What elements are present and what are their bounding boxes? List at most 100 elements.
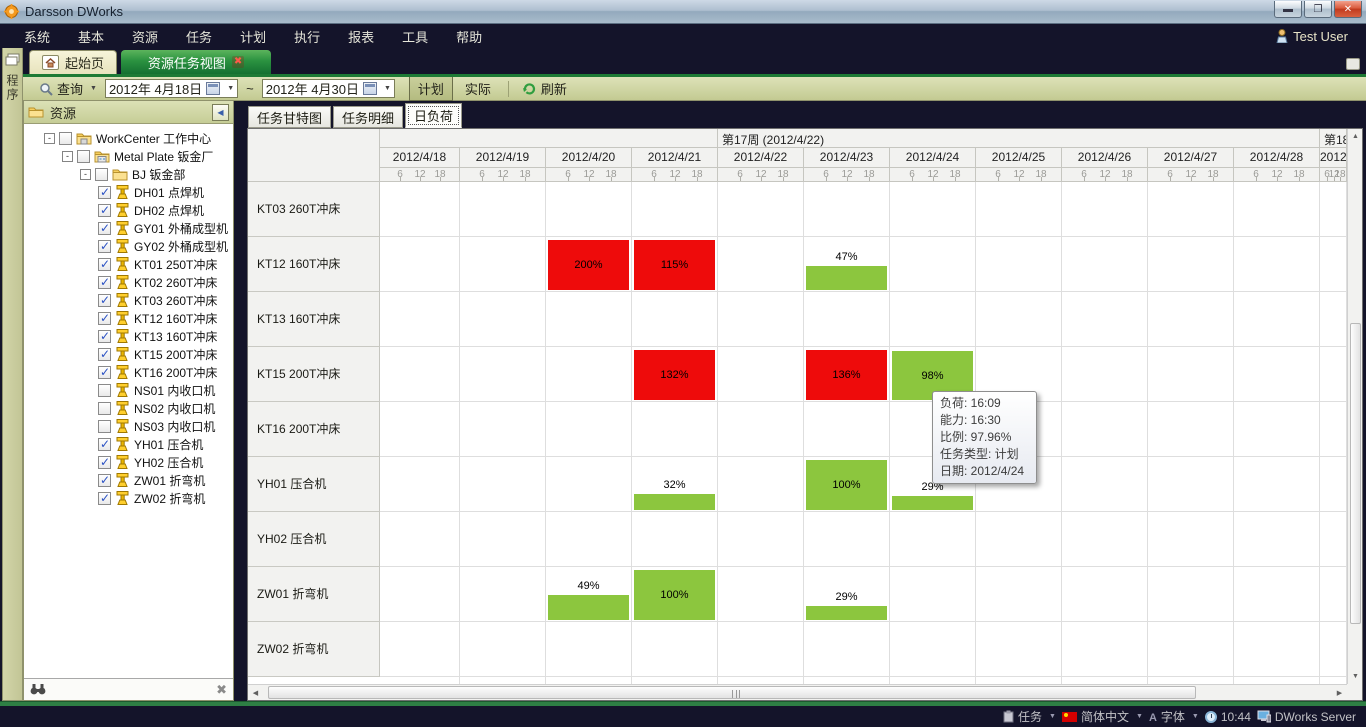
clear-filter-icon[interactable]: ✖ — [216, 681, 227, 697]
tree-expander-icon[interactable]: - — [44, 132, 55, 144]
vertical-scrollbar[interactable]: ▲ ▼ — [1347, 129, 1362, 684]
program-strip[interactable]: 程序 — [2, 48, 23, 701]
tree-checkbox[interactable] — [98, 275, 111, 289]
load-bar[interactable]: 200% — [548, 240, 629, 290]
tree-node[interactable]: NS01 内收口机 — [24, 381, 233, 399]
tree-checkbox[interactable] — [98, 257, 111, 271]
tree-checkbox[interactable] — [95, 167, 108, 181]
tree-checkbox[interactable] — [59, 131, 72, 145]
tab-list-icon[interactable] — [1346, 58, 1360, 70]
tree-checkbox[interactable] — [98, 401, 111, 415]
tree-node[interactable]: KT01 250T冲床 — [24, 255, 233, 273]
scroll-down-arrow[interactable]: ▼ — [1348, 669, 1362, 684]
status-language-menu[interactable]: 简体中文 ▼ — [1061, 708, 1143, 725]
load-bar[interactable] — [634, 494, 715, 510]
tree-node[interactable]: KT02 260T冲床 — [24, 273, 233, 291]
status-font-menu[interactable]: 字体 ▼ — [1149, 708, 1199, 725]
tree-node[interactable]: NS03 内收口机 — [24, 417, 233, 435]
tree-checkbox[interactable] — [77, 149, 90, 163]
menu-item-执行[interactable]: 执行 — [294, 29, 321, 45]
tree-node[interactable]: KT03 260T冲床 — [24, 291, 233, 309]
tree-expander-icon[interactable]: - — [62, 150, 73, 162]
view-tab-任务甘特图[interactable]: 任务甘特图 — [248, 106, 332, 128]
panel-collapse-button[interactable]: ◀ — [212, 103, 229, 121]
refresh-button[interactable]: 刷新 — [518, 77, 571, 100]
scroll-left-arrow[interactable]: ◀ — [248, 685, 263, 700]
close-button[interactable]: ✕ — [1334, 1, 1362, 18]
tree-checkbox[interactable] — [98, 473, 111, 487]
tree-node[interactable]: ZW02 折弯机 — [24, 489, 233, 507]
tab-resource-task-view[interactable]: 资源任务视图 ✖ — [121, 50, 272, 74]
tree-node[interactable]: GY02 外桶成型机 — [24, 237, 233, 255]
tree-checkbox[interactable] — [98, 347, 111, 361]
view-tab-日负荷[interactable]: 日负荷 — [405, 103, 463, 128]
date-from-field[interactable]: 2012年 4月18日 ▼ — [104, 79, 239, 98]
tree-node[interactable]: GY01 外桶成型机 — [24, 219, 233, 237]
status-task-menu[interactable]: 任务 ▼ — [1003, 708, 1056, 725]
vertical-scroll-thumb[interactable] — [1350, 323, 1361, 624]
scroll-right-arrow[interactable]: ▶ — [1332, 685, 1347, 700]
horizontal-scroll-thumb[interactable] — [268, 686, 1196, 699]
tree-node[interactable]: - WorkCenter 工作中心 — [24, 129, 233, 147]
load-bar[interactable]: 115% — [634, 240, 715, 290]
user-menu[interactable]: Test User — [1276, 29, 1356, 44]
minimize-button[interactable]: ▬ — [1274, 1, 1302, 18]
tree-node[interactable]: DH02 点焊机 — [24, 201, 233, 219]
menu-item-系统[interactable]: 系统 — [24, 29, 51, 45]
tree-node[interactable]: YH01 压合机 — [24, 435, 233, 453]
load-bar[interactable]: 136% — [806, 350, 887, 400]
scroll-up-arrow[interactable]: ▲ — [1348, 129, 1362, 144]
menu-item-帮助[interactable]: 帮助 — [456, 29, 483, 45]
load-bar[interactable] — [892, 496, 973, 510]
tree-checkbox[interactable] — [98, 293, 111, 307]
date-to-field[interactable]: 2012年 4月30日 ▼ — [261, 79, 395, 98]
horizontal-scrollbar[interactable]: ◀ ▶ — [248, 684, 1347, 700]
tree-node[interactable]: ZW01 折弯机 — [24, 471, 233, 489]
tree-node[interactable]: DH01 点焊机 — [24, 183, 233, 201]
tree-checkbox[interactable] — [98, 203, 111, 217]
tree-node[interactable]: KT13 160T冲床 — [24, 327, 233, 345]
find-binoculars-icon[interactable] — [30, 683, 46, 696]
date-to-dropdown-arrow[interactable]: ▼ — [383, 85, 391, 92]
tree-node[interactable]: KT12 160T冲床 — [24, 309, 233, 327]
language-dropdown-arrow[interactable]: ▼ — [1136, 713, 1143, 720]
load-bar[interactable]: 100% — [634, 570, 715, 620]
menu-item-任务[interactable]: 任务 — [186, 29, 213, 45]
tab-home-page[interactable]: 起始页 — [29, 50, 118, 74]
tree-checkbox[interactable] — [98, 329, 111, 343]
tree-node[interactable]: KT15 200T冲床 — [24, 345, 233, 363]
tree-node[interactable]: NS02 内收口机 — [24, 399, 233, 417]
font-dropdown-arrow[interactable]: ▼ — [1191, 713, 1199, 720]
date-from-dropdown-arrow[interactable]: ▼ — [227, 85, 235, 92]
restore-button[interactable]: ❐ — [1304, 1, 1332, 18]
query-dropdown-arrow[interactable]: ▼ — [90, 85, 97, 92]
plan-toggle-button[interactable]: 计划 — [408, 76, 453, 101]
tree-node[interactable]: KT16 200T冲床 — [24, 363, 233, 381]
tree-checkbox[interactable] — [98, 437, 111, 451]
view-tab-任务明细[interactable]: 任务明细 — [333, 106, 404, 128]
tree-checkbox[interactable] — [98, 455, 111, 469]
tree-node[interactable]: - BJ 钣金部 — [24, 165, 233, 183]
menu-item-报表[interactable]: 报表 — [348, 29, 375, 45]
load-bar[interactable]: 132% — [634, 350, 715, 400]
menu-item-工具[interactable]: 工具 — [402, 29, 429, 45]
tab-close-icon[interactable]: ✖ — [231, 56, 245, 68]
tree-node[interactable]: YH02 压合机 — [24, 453, 233, 471]
task-dropdown-arrow[interactable]: ▼ — [1049, 713, 1056, 720]
tree-checkbox[interactable] — [98, 365, 111, 379]
menu-item-基本[interactable]: 基本 — [78, 29, 105, 45]
load-bar[interactable] — [806, 606, 887, 620]
load-bar[interactable]: 100% — [806, 460, 887, 510]
actual-toggle-button[interactable]: 实际 — [464, 82, 491, 97]
tree-checkbox[interactable] — [98, 419, 111, 433]
menu-item-资源[interactable]: 资源 — [132, 29, 159, 45]
query-button[interactable]: 查询 ▼ — [35, 77, 101, 100]
tree-checkbox[interactable] — [98, 491, 111, 505]
load-bar[interactable] — [806, 266, 887, 290]
tree-checkbox[interactable] — [98, 221, 111, 235]
tree-checkbox[interactable] — [98, 185, 111, 199]
tree-checkbox[interactable] — [98, 311, 111, 325]
load-bar[interactable] — [548, 595, 629, 620]
tree-expander-icon[interactable]: - — [80, 168, 91, 180]
menu-item-计划[interactable]: 计划 — [240, 29, 267, 45]
